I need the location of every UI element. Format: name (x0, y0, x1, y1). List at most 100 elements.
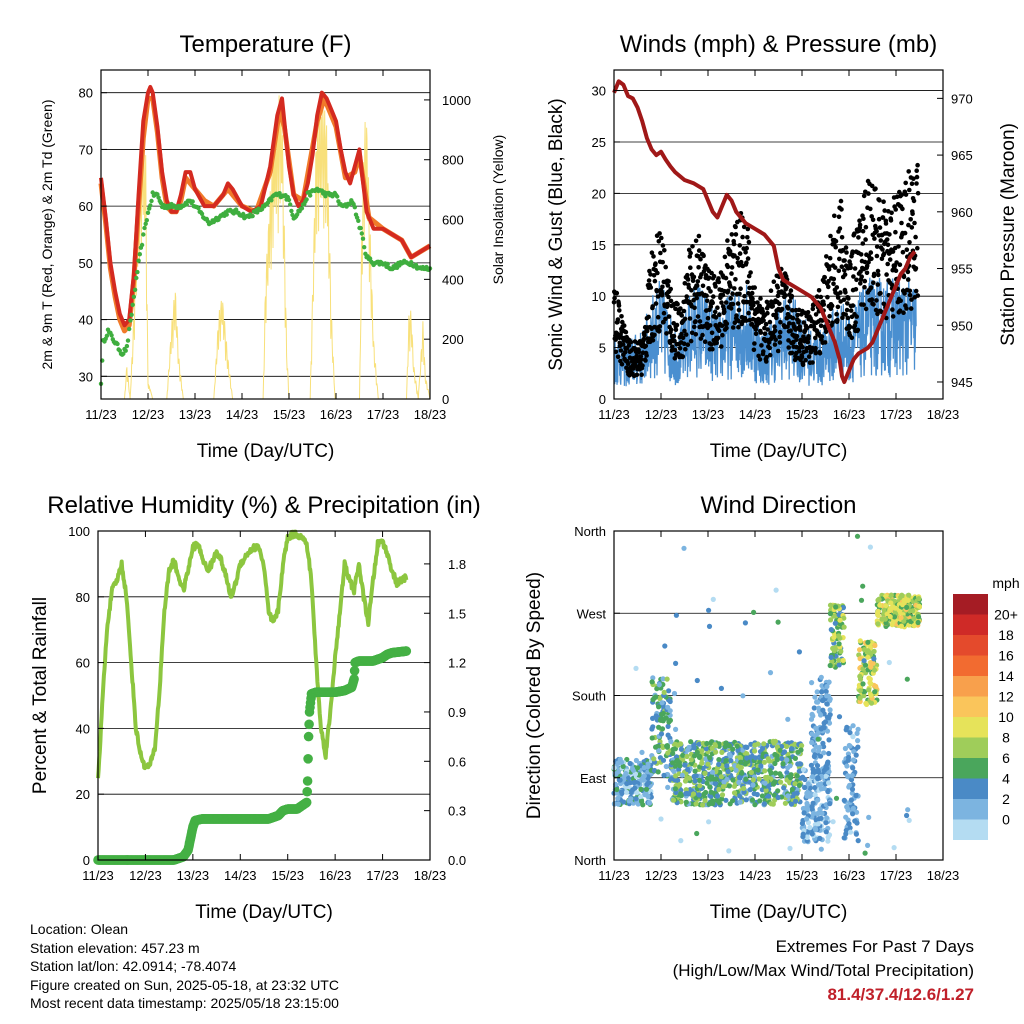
gust-point (905, 269, 911, 275)
direction-point (866, 687, 872, 693)
direction-point (743, 797, 749, 803)
gust-point (806, 354, 812, 359)
direction-point (696, 741, 702, 747)
gust-point (874, 244, 880, 249)
direction-point (901, 597, 907, 604)
direction-point (811, 753, 818, 760)
direction-point (617, 756, 623, 762)
humidity-ytick-label: 0 (83, 853, 90, 868)
speed-legend-swatch (953, 717, 988, 738)
gust-point (868, 250, 874, 255)
precip-point (304, 719, 314, 730)
dewpoint-point (143, 221, 148, 226)
direction-point (846, 821, 852, 827)
gust-point (735, 255, 740, 261)
gust-point (838, 198, 844, 204)
gust-point (665, 283, 671, 288)
gust-point (621, 323, 627, 328)
gust-point (814, 294, 820, 299)
direction-point (659, 726, 666, 732)
gust-point (834, 285, 840, 290)
direction-point (836, 612, 842, 618)
gust-point (615, 317, 621, 322)
direction-point (667, 717, 674, 724)
gust-point (870, 217, 876, 223)
direction-point (748, 769, 755, 776)
gust-point (862, 259, 868, 265)
direction-point (775, 788, 781, 794)
gust-point (737, 291, 742, 297)
gust-point (704, 298, 710, 304)
direction-point (898, 615, 904, 621)
direction-point (916, 596, 922, 602)
gust-point (709, 330, 715, 336)
gust-point (800, 362, 806, 368)
direction-point (888, 600, 894, 606)
direction-point (840, 605, 847, 611)
gust-point (713, 284, 718, 289)
gust-point (869, 183, 875, 189)
gust-point (764, 354, 769, 360)
gust-point (806, 334, 811, 339)
direction-point (784, 770, 790, 776)
winds-xtick-label: 11/23 (598, 407, 630, 422)
direction-point (867, 676, 873, 682)
gust-point (904, 247, 910, 252)
gust-point (638, 357, 644, 362)
gust-point (752, 341, 757, 346)
direction-point (775, 619, 781, 625)
winds-y2tick-label: 960 (951, 205, 973, 220)
direction-point (709, 745, 715, 751)
gust-point (678, 306, 683, 311)
gust-point (875, 311, 880, 317)
direction-point (615, 801, 622, 807)
direction-point (755, 741, 761, 747)
direction-point (875, 612, 881, 619)
direction-point (713, 776, 719, 782)
gust-point (624, 365, 629, 371)
direction-point (714, 793, 721, 799)
dewpoint-point (145, 210, 151, 215)
gust-point (658, 250, 663, 256)
direction-point (788, 801, 795, 807)
direction-point (865, 639, 871, 645)
gust-point (797, 324, 803, 329)
direction-point (638, 786, 644, 793)
gust-point (626, 343, 632, 348)
direction-point (716, 761, 722, 768)
dewpoint-point (156, 195, 161, 200)
direction-point (824, 693, 830, 699)
direction-point (632, 771, 639, 777)
dewpoint-point (250, 213, 255, 219)
dewpoint-point (277, 191, 282, 196)
gust-point (796, 349, 802, 354)
gust-point (881, 199, 886, 204)
gust-point (698, 256, 703, 262)
gust-point (727, 248, 733, 254)
dewpoint-point (132, 287, 138, 292)
direction-point (634, 790, 640, 796)
direction-point (860, 666, 866, 672)
direction-point (809, 831, 815, 837)
direction-xtick-label: 11/23 (598, 868, 630, 883)
direction-point (665, 732, 671, 738)
direction-point (857, 688, 863, 694)
direction-point (726, 783, 733, 789)
direction-point (861, 658, 867, 664)
gust-point (787, 299, 793, 304)
winds-xtick-label: 15/23 (786, 407, 819, 422)
direction-point (785, 716, 791, 722)
gust-point (860, 228, 866, 234)
direction-point (819, 689, 825, 695)
temperature-xtick-label: 11/23 (85, 407, 117, 422)
dewpoint-point (356, 218, 361, 223)
temperature-y2tick-label: 400 (442, 272, 464, 287)
direction-point (853, 831, 860, 837)
direction-point (723, 797, 729, 803)
dewpoint-point (304, 197, 309, 202)
direction-point (684, 747, 691, 753)
direction-point (862, 850, 868, 856)
direction-point (735, 747, 741, 753)
winds-xtick-label: 18/23 (927, 407, 960, 422)
gust-point (818, 323, 824, 329)
